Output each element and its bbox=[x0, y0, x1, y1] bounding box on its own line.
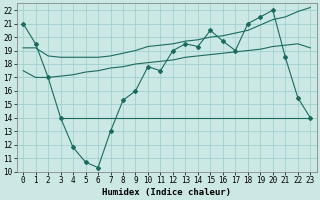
X-axis label: Humidex (Indice chaleur): Humidex (Indice chaleur) bbox=[102, 188, 231, 197]
